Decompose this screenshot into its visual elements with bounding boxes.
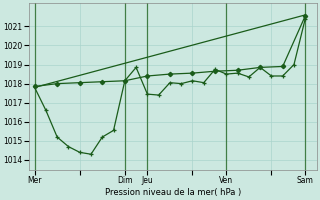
X-axis label: Pression niveau de la mer( hPa ): Pression niveau de la mer( hPa ) bbox=[105, 188, 241, 197]
